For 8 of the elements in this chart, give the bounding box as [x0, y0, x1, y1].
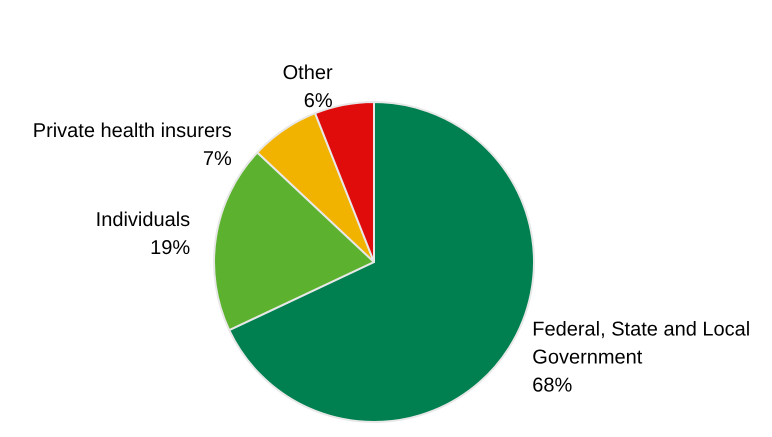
slice-label: Other — [282, 62, 333, 84]
slice-label: Private health insurers — [32, 120, 232, 142]
data-label: 19% — [150, 237, 190, 260]
slice-label: Federal, State and Local Government — [532, 318, 756, 368]
data-label: 6% — [304, 90, 333, 112]
data-label: 7% — [202, 148, 232, 170]
slice-label: Individuals — [96, 209, 190, 232]
data-label: 68% — [532, 374, 573, 396]
